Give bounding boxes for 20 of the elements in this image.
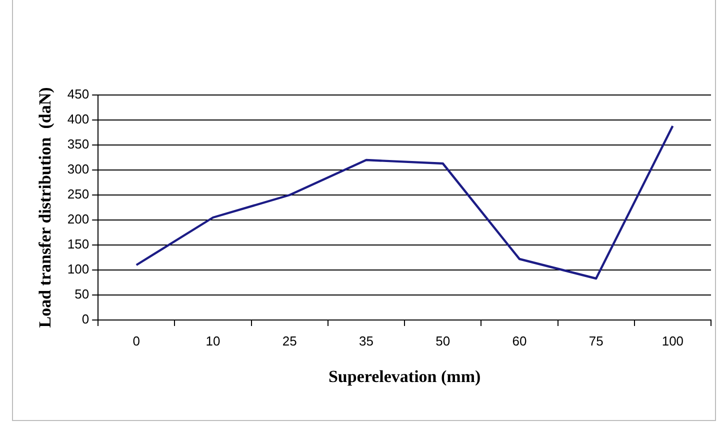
y-tick-label: 150 xyxy=(67,236,90,252)
x-tick-label: 25 xyxy=(282,333,297,348)
x-tick-label: 100 xyxy=(662,333,684,348)
y-tick-label: 200 xyxy=(67,212,90,227)
y-tick-label: 350 xyxy=(67,136,90,152)
x-tick-label: 0 xyxy=(132,333,140,348)
y-tick-label: 0 xyxy=(82,312,90,327)
y-tick-label: 400 xyxy=(67,112,90,127)
y-tick-label: 50 xyxy=(74,286,90,302)
y-axis-title: Load transfer distribution (daN) xyxy=(36,87,55,328)
y-tick-label: 300 xyxy=(67,162,90,177)
x-axis-title: Superelevation (mm) xyxy=(328,367,481,386)
x-tick-label: 35 xyxy=(359,333,374,348)
x-tick-label: 50 xyxy=(436,333,450,348)
x-tick-label: 10 xyxy=(206,333,220,348)
x-tick-label: 60 xyxy=(512,333,527,348)
y-tick-label: 450 xyxy=(67,86,90,102)
y-tick-label: 100 xyxy=(67,262,90,277)
x-tick-label: 75 xyxy=(588,333,604,348)
y-tick-label: 250 xyxy=(67,186,90,202)
